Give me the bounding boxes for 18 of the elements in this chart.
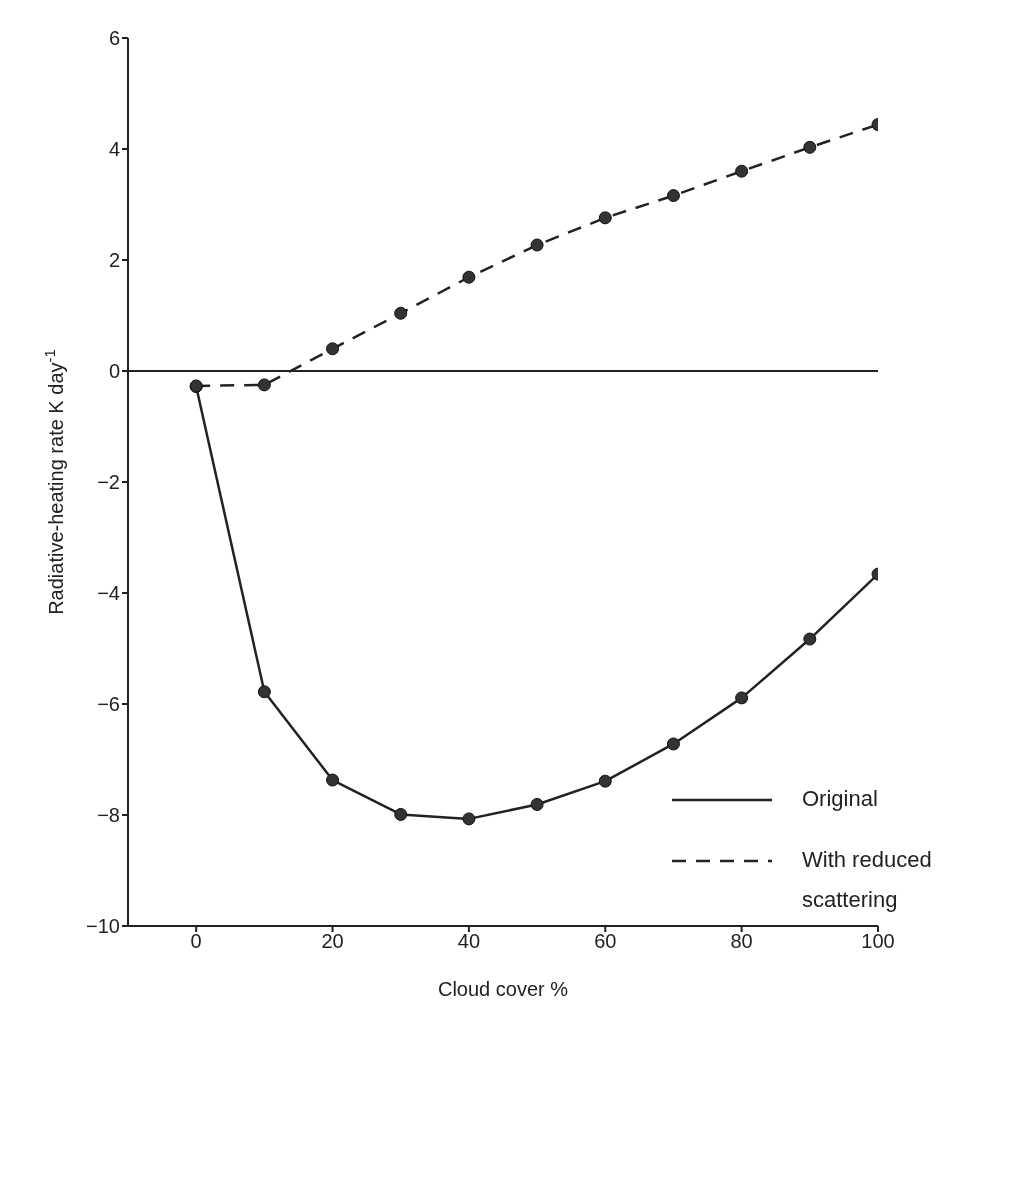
x-tick-label: 80 — [730, 930, 753, 953]
y-tick-label: −10 — [86, 915, 120, 938]
x-axis-title: Cloud cover % — [437, 978, 569, 1000]
y-tick-label: −8 — [97, 804, 120, 827]
y-tick-label: 6 — [108, 27, 120, 50]
y-tick-label: −2 — [97, 471, 120, 494]
y-tick-label: −4 — [97, 582, 120, 605]
x-tick-label: 40 — [457, 930, 481, 953]
x-tick-label: 20 — [321, 930, 344, 953]
legend-label: Original — [802, 785, 879, 813]
y-tick-label: −6 — [97, 693, 120, 716]
x-tick-label: 0 — [190, 930, 202, 953]
x-tick-label: 100 — [861, 930, 895, 953]
legend-label: With reduced scattering — [802, 846, 933, 914]
y-tick-label: 4 — [108, 138, 120, 161]
y-tick-label: 0 — [108, 360, 120, 383]
y-tick-label: 2 — [108, 249, 120, 272]
x-tick-label: 60 — [594, 930, 617, 953]
